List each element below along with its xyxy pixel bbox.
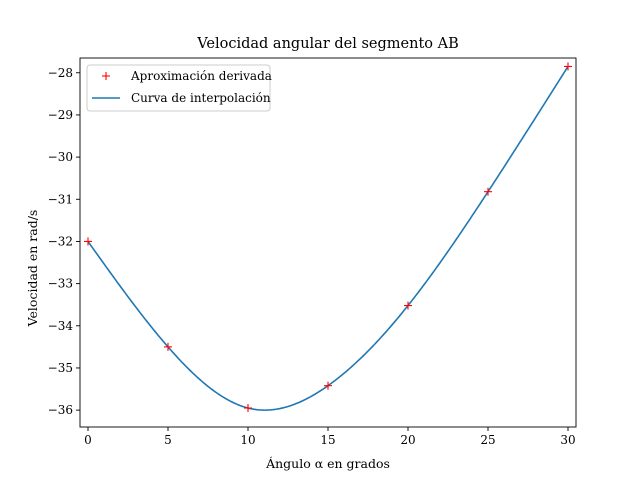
y-tick-label: −36 <box>48 403 73 417</box>
chart-title: Velocidad angular del segmento AB <box>196 36 458 52</box>
legend-label-markers: Aproximación derivada <box>130 69 272 83</box>
x-tick-label: 0 <box>84 433 92 447</box>
plot-area <box>84 62 572 413</box>
plot-frame <box>79 57 577 428</box>
data-point-marker <box>404 301 412 310</box>
y-tick-label: −34 <box>48 319 74 333</box>
y-tick-label: −30 <box>48 150 73 164</box>
data-point-marker <box>84 237 92 246</box>
x-tick-label: 15 <box>320 433 335 447</box>
x-axis-label: Ángulo α en grados <box>265 456 390 471</box>
y-tick-label: −31 <box>48 192 73 206</box>
x-tick-label: 30 <box>560 433 575 447</box>
legend-label-curve: Curva de interpolación <box>131 91 271 105</box>
interpolation-curve <box>87 66 569 411</box>
y-axis: −36 −35 −34 −33 −32 −31 −30 −29 −28 <box>48 66 80 417</box>
y-axis-label: Velocidad en rad/s <box>25 210 40 328</box>
y-tick-label: −28 <box>48 66 73 80</box>
y-tick-label: −35 <box>48 361 73 375</box>
data-point-marker <box>244 404 252 413</box>
x-tick-label: 5 <box>164 433 172 447</box>
data-point-marker <box>324 381 332 390</box>
data-point-marker <box>564 62 572 71</box>
x-axis: 0 5 10 15 20 25 30 <box>84 427 576 447</box>
legend: Aproximación derivada Curva de interpolac… <box>86 64 272 112</box>
data-point-marker <box>484 187 492 196</box>
x-tick-label: 20 <box>400 433 415 447</box>
y-tick-label: −33 <box>48 277 73 291</box>
y-tick-label: −32 <box>48 234 73 248</box>
data-point-marker <box>164 342 172 351</box>
legend-marker-icon <box>102 72 110 80</box>
x-tick-label: 25 <box>480 433 495 447</box>
legend-box <box>86 64 271 112</box>
y-tick-label: −29 <box>48 108 73 122</box>
x-tick-label: 10 <box>240 433 255 447</box>
